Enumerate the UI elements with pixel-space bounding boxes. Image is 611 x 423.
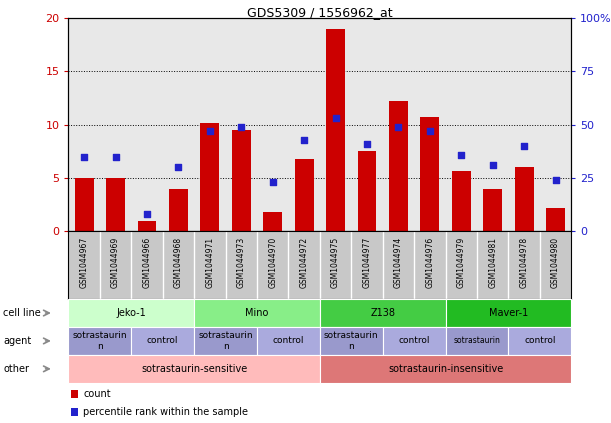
Bar xyxy=(137,221,156,231)
Point xyxy=(268,179,277,186)
Point xyxy=(456,151,466,158)
Point xyxy=(393,124,403,130)
Text: control: control xyxy=(398,336,430,346)
Bar xyxy=(452,170,470,231)
Text: control: control xyxy=(273,336,304,346)
Text: agent: agent xyxy=(3,336,31,346)
Bar xyxy=(232,130,251,231)
Bar xyxy=(169,189,188,231)
Text: other: other xyxy=(3,364,29,374)
Point xyxy=(236,124,246,130)
Bar xyxy=(263,212,282,231)
Text: control: control xyxy=(147,336,178,346)
Text: GSM1044975: GSM1044975 xyxy=(331,237,340,288)
Text: control: control xyxy=(524,336,555,346)
Text: GSM1044976: GSM1044976 xyxy=(425,237,434,288)
Text: Maver-1: Maver-1 xyxy=(489,308,528,318)
Point xyxy=(205,128,214,135)
Text: GSM1044980: GSM1044980 xyxy=(551,237,560,288)
Bar xyxy=(200,123,219,231)
Point xyxy=(174,164,183,171)
Text: sotrastaurin
n: sotrastaurin n xyxy=(73,331,127,351)
Point xyxy=(331,115,340,122)
Bar xyxy=(420,117,439,231)
Point xyxy=(79,154,89,160)
Text: cell line: cell line xyxy=(3,308,41,318)
Text: percentile rank within the sample: percentile rank within the sample xyxy=(83,407,248,417)
Bar xyxy=(106,178,125,231)
Bar xyxy=(357,151,376,231)
Text: GSM1044974: GSM1044974 xyxy=(394,237,403,288)
Text: GSM1044969: GSM1044969 xyxy=(111,237,120,288)
Bar xyxy=(295,159,313,231)
Point xyxy=(488,162,497,169)
Text: GSM1044979: GSM1044979 xyxy=(457,237,466,288)
Text: GSM1044972: GSM1044972 xyxy=(299,237,309,288)
Bar xyxy=(514,168,533,231)
Text: GSM1044973: GSM1044973 xyxy=(237,237,246,288)
Text: GSM1044968: GSM1044968 xyxy=(174,237,183,288)
Text: GSM1044977: GSM1044977 xyxy=(362,237,371,288)
Text: sotrastaurin-sensitive: sotrastaurin-sensitive xyxy=(141,364,247,374)
Bar xyxy=(546,208,565,231)
Point xyxy=(142,211,152,218)
Bar xyxy=(75,178,93,231)
Text: sotrastaurin
n: sotrastaurin n xyxy=(324,331,379,351)
Text: count: count xyxy=(83,389,111,399)
Bar xyxy=(326,29,345,231)
Text: GSM1044981: GSM1044981 xyxy=(488,237,497,288)
Text: GSM1044970: GSM1044970 xyxy=(268,237,277,288)
Point xyxy=(519,143,529,149)
Text: GSM1044978: GSM1044978 xyxy=(519,237,529,288)
Bar xyxy=(389,102,408,231)
Text: GSM1044966: GSM1044966 xyxy=(142,237,152,288)
Text: sotrastaurin: sotrastaurin xyxy=(453,336,500,346)
Text: Jeko-1: Jeko-1 xyxy=(117,308,146,318)
Point xyxy=(299,136,309,143)
Text: Z138: Z138 xyxy=(370,308,395,318)
Point xyxy=(425,128,435,135)
Point xyxy=(111,154,120,160)
Text: sotrastaurin-insensitive: sotrastaurin-insensitive xyxy=(388,364,503,374)
Bar xyxy=(483,189,502,231)
Text: GSM1044967: GSM1044967 xyxy=(79,237,89,288)
Point xyxy=(362,140,372,147)
Point xyxy=(551,177,560,184)
Text: GDS5309 / 1556962_at: GDS5309 / 1556962_at xyxy=(247,6,393,19)
Text: sotrastaurin
n: sotrastaurin n xyxy=(198,331,253,351)
Text: Mino: Mino xyxy=(245,308,269,318)
Text: GSM1044971: GSM1044971 xyxy=(205,237,214,288)
